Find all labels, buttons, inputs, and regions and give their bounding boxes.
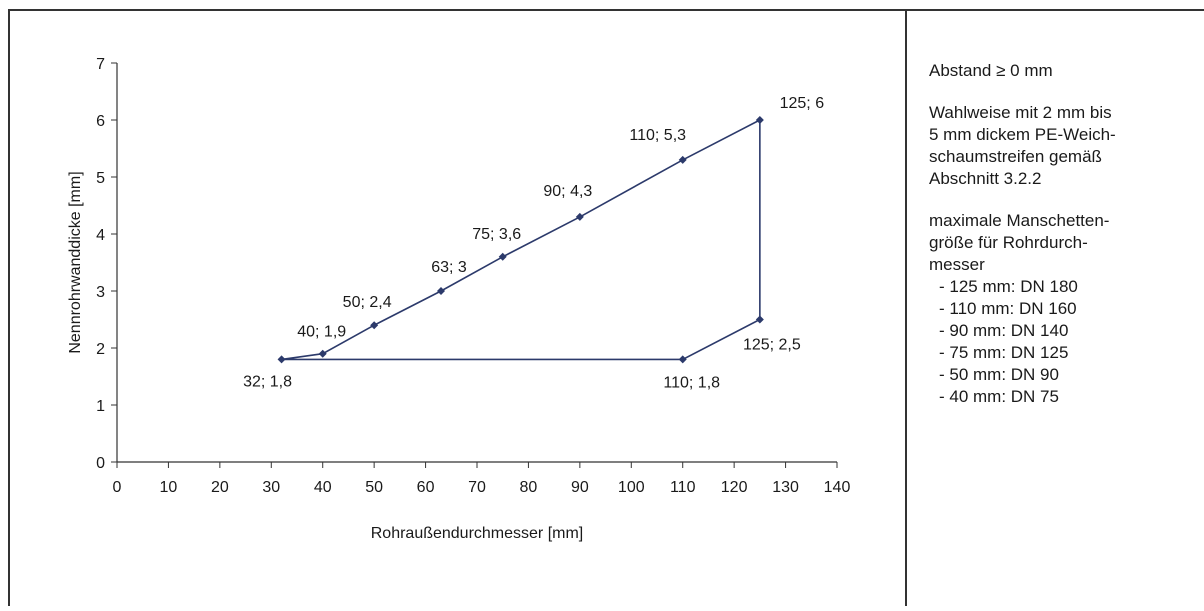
- data-point: [370, 321, 379, 330]
- x-tick-label: 110: [670, 479, 696, 496]
- x-tick-label: 0: [113, 479, 122, 496]
- data-label: 125; 2,5: [743, 337, 801, 354]
- data-point: [755, 315, 764, 324]
- panel-divider: [905, 9, 907, 606]
- data-label: 32; 1,8: [243, 373, 292, 390]
- y-tick-label: 0: [96, 455, 105, 472]
- y-tick-label: 3: [96, 284, 105, 301]
- size-list: - 125 mm: DN 180 - 110 mm: DN 160 - 90 m…: [929, 276, 1189, 408]
- x-tick-label: 90: [571, 479, 589, 496]
- size-list-item: - 110 mm: DN 160: [939, 299, 1077, 318]
- y-tick-label: 1: [96, 398, 105, 415]
- data-point: [437, 287, 445, 295]
- data-point: [575, 212, 584, 221]
- size-list-item: - 125 mm: DN 180: [939, 277, 1078, 296]
- chart-axes: 0 10 20 30 40 50 60 70 80 90 100 110 120 130 140 0 1 2 3 4 5…: [96, 56, 850, 496]
- data-label: 125; 6: [780, 95, 825, 112]
- x-tick-label: 140: [824, 479, 851, 496]
- size-list-item: - 90 mm: DN 140: [939, 321, 1069, 340]
- data-label: 90; 4,3: [543, 183, 592, 200]
- max-size-heading-line-1: maximale Manschetten-: [929, 211, 1110, 230]
- max-size-heading-line-2: größe für Rohrdurch-: [929, 233, 1088, 252]
- optional-note-line-1: Wahlweise mit 2 mm bis: [929, 103, 1112, 122]
- y-tick-label: 5: [96, 170, 105, 187]
- max-size-heading-line-3: messer: [929, 255, 985, 274]
- x-tick-label: 130: [772, 479, 799, 496]
- x-tick-label: 100: [618, 479, 645, 496]
- y-tick-label: 7: [96, 56, 105, 73]
- data-label: 63; 3: [431, 259, 467, 276]
- x-tick-label: 20: [211, 479, 229, 496]
- data-label: 110; 1,8: [663, 374, 720, 391]
- optional-note-line-3: schaumstreifen gemäß: [929, 147, 1102, 166]
- line-chart: 0 10 20 30 40 50 60 70 80 90 100 110 120 130 140 0 1 2 3 4 5…: [67, 56, 850, 542]
- figure-frame: [8, 9, 1204, 606]
- data-point: [678, 155, 687, 164]
- x-axis-label: Rohraußendurchmesser [mm]: [371, 525, 584, 542]
- data-label: 110; 5,3: [629, 127, 686, 144]
- x-tick-label: 30: [262, 479, 280, 496]
- optional-note-line-4: Abschnitt 3.2.2: [929, 169, 1042, 188]
- size-list-item: - 75 mm: DN 125: [939, 343, 1069, 362]
- y-tick-label: 6: [96, 113, 105, 130]
- data-label: 50; 2,4: [343, 294, 392, 311]
- x-tick-label: 120: [721, 479, 748, 496]
- data-point: [755, 116, 764, 124]
- chart-panel: 0 10 20 30 40 50 60 70 80 90 100 110 120 130 140 0 1 2 3 4 5…: [67, 56, 850, 542]
- data-point: [318, 349, 327, 358]
- size-list-item: - 40 mm: DN 75: [939, 387, 1059, 406]
- distance-note: Abstand ≥ 0 mm: [929, 61, 1053, 80]
- y-tick-label: 2: [96, 341, 105, 358]
- data-point: [678, 355, 687, 364]
- x-tick-label: 80: [520, 479, 538, 496]
- data-point: [498, 252, 507, 261]
- data-label: 75; 3,6: [472, 226, 521, 243]
- optional-note-line-2: 5 mm dickem PE-Weich-: [929, 125, 1116, 144]
- size-list-item: - 50 mm: DN 90: [939, 365, 1059, 384]
- x-tick-label: 50: [365, 479, 383, 496]
- x-tick-label: 10: [160, 479, 178, 496]
- x-tick-label: 40: [314, 479, 332, 496]
- data-point: [277, 355, 286, 364]
- y-tick-label: 4: [96, 227, 105, 244]
- data-label: 40; 1,9: [297, 324, 346, 341]
- x-tick-label: 60: [417, 479, 435, 496]
- chart-marks: 32; 1,8 40; 1,9 50; 2,4 63; 3 75; 3,6 90; 4,3…: [243, 95, 824, 391]
- y-axis-label: Nennrohrwanddicke [mm]: [67, 171, 84, 353]
- notes-panel: Abstand ≥ 0 mm Wahlweise mit 2 mm bis 5 …: [929, 60, 1189, 408]
- x-tick-label: 70: [468, 479, 486, 496]
